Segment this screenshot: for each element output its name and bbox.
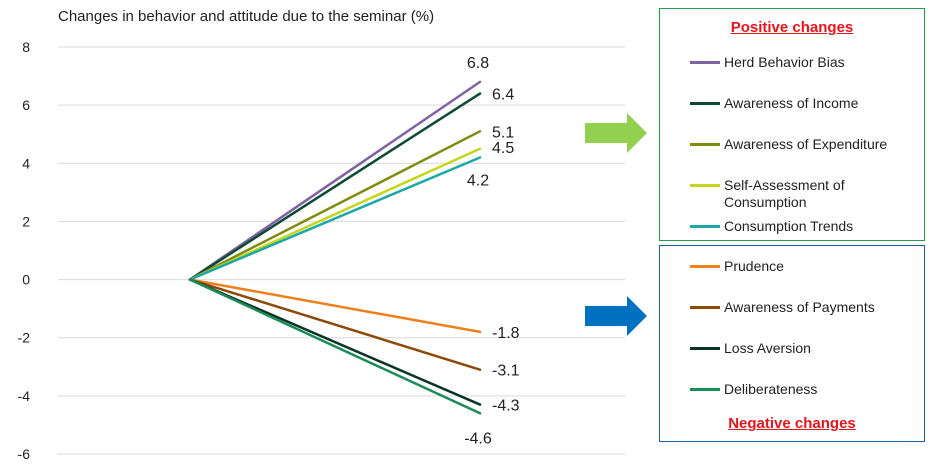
data-labels: 6.86.4 5.14.54.2 -1.8 -3.1 -4.3-4.6	[464, 55, 519, 447]
series-line	[188, 130, 482, 281]
y-tick-label: 0	[22, 272, 30, 288]
legend-swatch	[690, 102, 720, 105]
arrows	[585, 113, 647, 336]
y-tick-label: -4	[18, 388, 31, 404]
series-line	[188, 278, 482, 406]
chart-title: Changes in behavior and attitude due to …	[58, 8, 435, 25]
legend-positive: Positive changes Herd Behavior Bias Aware…	[659, 8, 925, 241]
legend-label: Self-Assessment of Consumption	[724, 177, 845, 210]
legend-label: Prudence	[724, 258, 784, 274]
legend-label: Herd Behavior Bias	[724, 54, 845, 70]
positive-arrow	[585, 113, 647, 153]
grid-lines	[58, 46, 625, 455]
data-label: 5.1	[492, 124, 514, 141]
data-label: -4.6	[464, 430, 492, 447]
data-label: 6.4	[492, 87, 514, 104]
data-label: 6.8	[467, 55, 489, 72]
legend-swatch	[690, 225, 720, 228]
series-line	[188, 147, 482, 281]
y-tick-labels: -6 -4 -2 0 2 4 6 8	[18, 39, 31, 462]
legend-swatch	[690, 143, 720, 146]
y-tick-label: 6	[22, 97, 30, 113]
y-tick-label: 4	[22, 155, 30, 171]
legend-positive-heading: Positive changes	[730, 19, 854, 36]
data-label: -3.1	[492, 363, 520, 380]
y-tick-label: 8	[22, 39, 30, 55]
y-tick-label: -6	[18, 446, 31, 462]
legend-swatch	[690, 347, 720, 350]
legend-negative-heading: Negative changes	[728, 415, 856, 432]
data-label: 4.5	[492, 140, 514, 157]
data-label: -4.3	[492, 398, 520, 415]
series-line	[188, 156, 482, 281]
series-line	[188, 278, 482, 371]
series-line	[188, 92, 482, 281]
legend-label: Loss Aversion	[724, 340, 811, 356]
negative-arrow	[585, 296, 647, 336]
legend-label: Awareness of Payments	[724, 299, 875, 315]
legend-label: Awareness of Expenditure	[724, 136, 888, 152]
legend-swatch	[690, 184, 720, 187]
series-lines	[188, 80, 482, 415]
legend-label: Awareness of Income	[724, 95, 859, 111]
series-line	[188, 278, 482, 415]
series-line	[188, 80, 482, 281]
legend-label: Deliberateness	[724, 381, 818, 397]
y-tick-label: -2	[18, 330, 31, 346]
legend-swatch	[690, 388, 720, 391]
series-line	[188, 278, 482, 334]
data-label: 4.2	[467, 172, 489, 189]
legend-swatch	[690, 265, 720, 268]
data-label: -1.8	[492, 325, 520, 342]
legend-label: Consumption Trends	[724, 218, 854, 234]
y-tick-label: 2	[22, 213, 30, 229]
legend-swatch	[690, 306, 720, 309]
legend-swatch	[690, 61, 720, 64]
legend-negative: Prudence Awareness of Payments Loss Aversi…	[659, 245, 925, 442]
